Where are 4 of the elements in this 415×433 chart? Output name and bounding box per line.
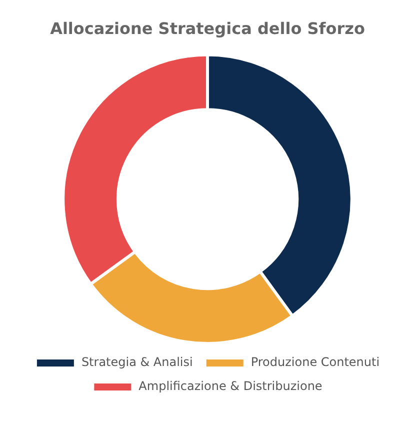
legend-label: Amplificazione & Distribuzione xyxy=(138,379,322,394)
legend-label: Strategia & Analisi xyxy=(81,355,193,370)
chart-title: Allocazione Strategica dello Sforzo xyxy=(50,18,365,38)
legend-label: Produzione Contenuti xyxy=(250,355,380,370)
